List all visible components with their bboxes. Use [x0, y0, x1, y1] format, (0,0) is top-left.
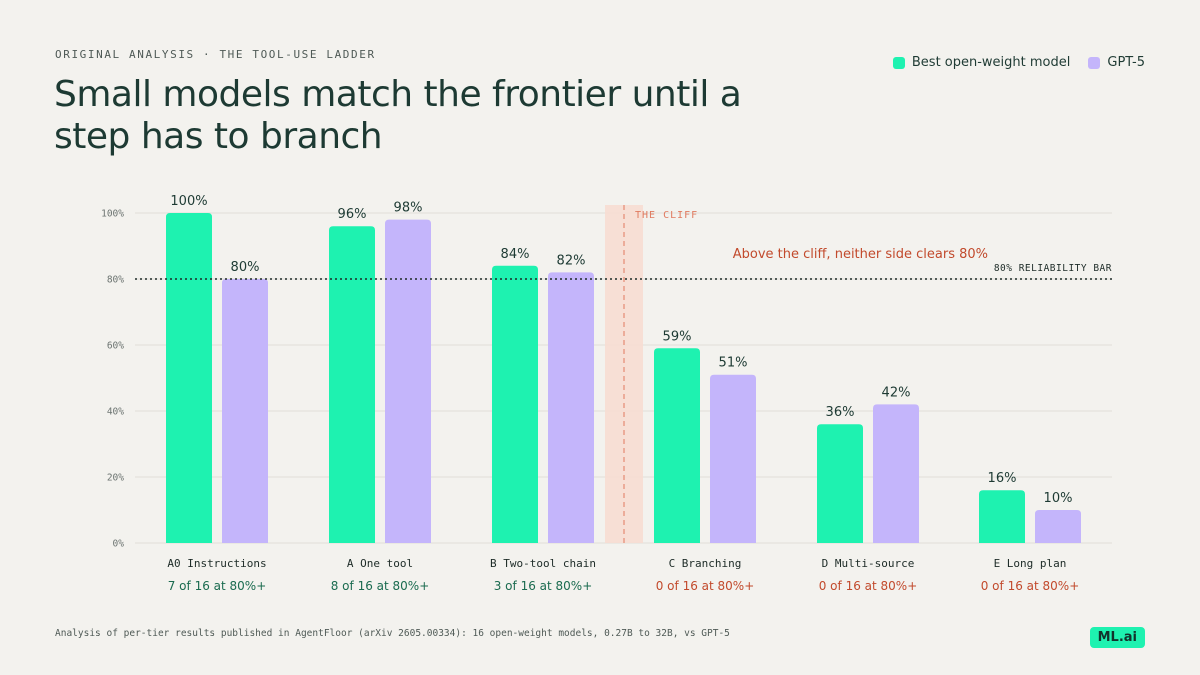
cliff-label: THE CLIFF — [635, 210, 698, 221]
bar-gpt5 — [1035, 510, 1081, 543]
x-category-label: A0 Instructions — [167, 557, 266, 570]
data-label: 98% — [394, 201, 423, 216]
bar-gpt5 — [548, 272, 594, 543]
x-sub-label: 7 of 16 at 80%+ — [168, 579, 267, 593]
cliff-annotation: Above the cliff, neither side clears 80% — [733, 247, 988, 262]
y-tick-label: 0% — [113, 539, 125, 550]
brand-logo: ML.ai — [1089, 627, 1145, 648]
y-tick-label: 100% — [101, 209, 124, 220]
data-label: 82% — [557, 253, 586, 268]
bar-gpt5 — [222, 279, 268, 543]
x-category-label: E Long plan — [994, 557, 1067, 570]
eyebrow-label: ORIGINAL ANALYSIS · THE TOOL-USE LADDER — [55, 48, 376, 61]
x-sub-label: 0 of 16 at 80%+ — [819, 579, 918, 593]
x-category-label: C Branching — [669, 557, 742, 570]
data-label: 100% — [170, 194, 207, 209]
footer-note: Analysis of per-tier results published i… — [55, 628, 730, 639]
y-tick-label: 80% — [107, 275, 124, 286]
data-label: 84% — [501, 247, 530, 262]
page-title: Small models match the frontier until a … — [54, 74, 742, 157]
bar-gpt5 — [710, 374, 756, 543]
legend-item-gpt5: GPT-5 — [1088, 55, 1145, 70]
data-label: 59% — [663, 329, 692, 344]
legend-label-gpt5: GPT-5 — [1107, 55, 1145, 70]
data-label: 42% — [882, 385, 911, 400]
x-sub-label: 3 of 16 at 80%+ — [494, 579, 593, 593]
x-sub-label: 0 of 16 at 80%+ — [656, 579, 755, 593]
bar-open-weight — [979, 490, 1025, 543]
y-tick-label: 20% — [107, 473, 124, 484]
cliff-band — [605, 205, 643, 543]
data-label: 80% — [231, 260, 260, 275]
x-sub-label: 8 of 16 at 80%+ — [331, 579, 430, 593]
x-category-label: B Two-tool chain — [490, 557, 596, 570]
data-label: 16% — [988, 471, 1017, 486]
x-category-label: D Multi-source — [822, 557, 915, 570]
data-label: 10% — [1044, 491, 1073, 506]
y-tick-label: 60% — [107, 341, 124, 352]
chart-legend: Best open-weight model GPT-5 — [892, 55, 1145, 70]
y-tick-label: 40% — [107, 407, 124, 418]
legend-swatch-open-weight — [892, 56, 905, 69]
bar-open-weight — [817, 424, 863, 543]
data-label: 36% — [826, 405, 855, 420]
bar-gpt5 — [873, 404, 919, 543]
data-label: 96% — [338, 207, 367, 222]
data-label: 51% — [719, 356, 748, 371]
legend-swatch-gpt5 — [1088, 56, 1101, 69]
legend-item-open-weight: Best open-weight model — [892, 55, 1071, 70]
reliability-label: 80% RELIABILITY BAR — [994, 263, 1112, 274]
x-sub-label: 0 of 16 at 80%+ — [981, 579, 1080, 593]
bar-gpt5 — [385, 219, 431, 543]
legend-label-open-weight: Best open-weight model — [911, 55, 1071, 70]
bar-chart: 0% 20% 40% 60% 80% 100% THE CLIFF 100% 96% 84% 59%… — [101, 194, 1112, 593]
bar-open-weight — [492, 265, 538, 543]
bar-open-weight — [654, 348, 700, 543]
bar-open-weight — [329, 226, 375, 543]
x-category-label: A One tool — [347, 557, 413, 570]
bar-open-weight — [166, 213, 212, 543]
